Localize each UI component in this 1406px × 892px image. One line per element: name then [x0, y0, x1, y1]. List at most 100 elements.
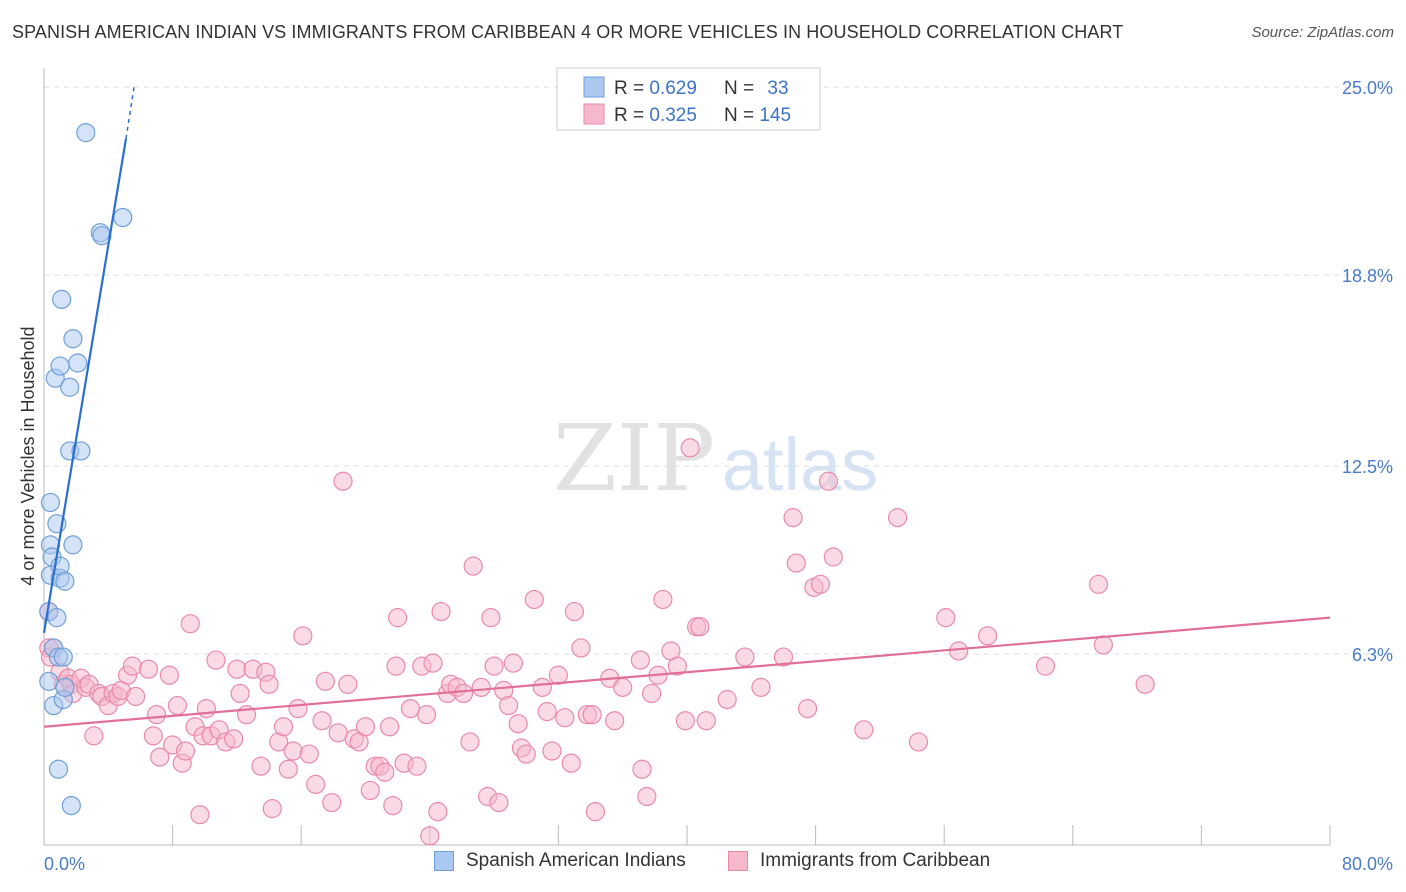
immigrants-from-caribbean-point-147 [1093, 635, 1113, 655]
immigrants-from-caribbean-point-104 [548, 665, 569, 685]
trend-line-immigrants-from-caribbean [43, 616, 1331, 728]
immigrants-from-caribbean-point-146 [1088, 574, 1109, 594]
immigrants-from-caribbean-point-25 [150, 747, 170, 767]
immigrants-from-caribbean-point-42 [230, 683, 250, 704]
immigrants-from-caribbean-point-115 [630, 650, 650, 670]
immigrants-from-caribbean-point-30 [175, 741, 196, 761]
immigrants-from-caribbean-point-124 [680, 438, 700, 458]
immigrants-from-caribbean-point-139 [854, 720, 874, 740]
immigrants-from-caribbean-point-24 [146, 705, 167, 725]
immigrants-from-caribbean-point-93 [489, 792, 509, 813]
y-axis-title: 4 or more Vehicles in Household [18, 326, 38, 585]
immigrants-from-caribbean-point-140 [887, 508, 908, 528]
immigrants-from-caribbean-point-127 [696, 711, 716, 731]
immigrants-from-caribbean-point-22 [138, 659, 159, 679]
immigrants-from-caribbean-point-116 [632, 759, 652, 779]
immigrants-from-caribbean-point-69 [375, 762, 395, 782]
spanish-american-indians-point-18 [53, 647, 73, 667]
immigrants-from-caribbean-point-33 [190, 805, 210, 825]
immigrants-from-caribbean-point-28 [167, 695, 188, 716]
immigrants-from-caribbean-point-92 [484, 656, 504, 676]
stats-legend: R = 0.629 N = 33 R = 0.325 N = 145 [556, 67, 821, 131]
immigrants-from-caribbean-point-75 [400, 698, 421, 719]
immigrants-from-caribbean-point-136 [810, 574, 831, 594]
immigrants-from-caribbean-point-41 [227, 659, 247, 679]
immigrants-from-caribbean-point-66 [360, 780, 380, 801]
legend-r-value-pink: 0.325 [649, 105, 697, 126]
immigrants-from-caribbean-point-40 [224, 729, 244, 749]
immigrants-from-caribbean-point-114 [613, 677, 633, 697]
immigrants-from-caribbean-point-81 [428, 802, 448, 822]
legend-item-spanish-american-indians: Spanish American Indians [434, 850, 686, 872]
immigrants-from-caribbean-point-102 [537, 702, 557, 722]
immigrants-from-caribbean-point-76 [407, 756, 427, 776]
legend-r-label-pink: R = [614, 105, 649, 126]
spanish-american-indians-point-19 [55, 677, 75, 697]
trend-line-spanish-american-indians [42, 138, 128, 633]
immigrants-from-caribbean-point-54 [293, 626, 313, 646]
legend-swatch-pink [583, 103, 605, 125]
immigrants-from-caribbean-point-80 [423, 653, 443, 673]
immigrants-from-caribbean-point-59 [322, 792, 342, 813]
immigrants-from-caribbean-point-128 [717, 689, 737, 710]
immigrants-from-caribbean-point-86 [453, 683, 474, 704]
immigrants-from-caribbean-point-78 [416, 705, 437, 725]
immigrants-from-caribbean-point-99 [516, 744, 536, 764]
immigrants-from-caribbean-point-107 [564, 601, 585, 622]
trend-lines [42, 87, 1331, 728]
immigrants-from-caribbean-point-35 [196, 698, 216, 719]
spanish-american-indians-point-26 [68, 353, 88, 373]
spanish-american-indians-point-1 [39, 671, 59, 691]
legend-r-label-blue: R = [614, 78, 649, 99]
y-tick-label-2: 18.8% [1342, 266, 1393, 286]
immigrants-from-caribbean-point-105 [555, 708, 575, 728]
legend-label-spanish-american-indians: Spanish American Indians [466, 850, 686, 871]
x-tick-label-0: 0.0% [44, 854, 85, 874]
immigrants-from-caribbean-point-126 [690, 617, 710, 637]
immigrants-from-caribbean-point-55 [299, 744, 319, 764]
legend-label-immigrants-from-caribbean: Immigrants from Caribbean [760, 850, 991, 871]
spanish-american-indians-point-16 [52, 289, 72, 309]
immigrants-from-caribbean-point-95 [498, 695, 519, 716]
immigrants-from-caribbean-point-111 [585, 802, 605, 822]
legend-n-label-pink: N = [724, 105, 759, 126]
spanish-american-indians-point-9 [47, 608, 67, 628]
watermark-atlas: atlas [722, 423, 878, 506]
spanish-american-indians-point-27 [71, 441, 91, 461]
immigrants-from-caribbean-point-61 [333, 471, 353, 491]
immigrants-from-caribbean-point-79 [420, 826, 440, 846]
spanish-american-indians-point-24 [63, 535, 83, 555]
immigrants-from-caribbean-point-130 [751, 677, 771, 697]
immigrants-from-caribbean-point-58 [315, 671, 335, 691]
immigrants-from-caribbean-point-123 [675, 711, 695, 731]
immigrants-from-caribbean-point-12 [84, 726, 104, 746]
legend-swatch-spanish-american-indians [434, 851, 454, 871]
immigrants-from-caribbean-point-21 [126, 686, 146, 707]
spanish-american-indians-point-11 [48, 759, 69, 779]
legend-r-value-blue: 0.629 [649, 78, 697, 99]
spanish-american-indians-point-23 [61, 795, 81, 816]
immigrants-from-caribbean-point-51 [278, 759, 298, 779]
legend-item-immigrants-from-caribbean: Immigrants from Caribbean [728, 850, 990, 872]
immigrants-from-caribbean-point-23 [143, 726, 163, 746]
immigrants-from-caribbean-point-31 [180, 614, 200, 634]
immigrants-from-caribbean-point-100 [524, 589, 544, 610]
x-tick-labels: 0.0% 80.0% [44, 854, 1393, 874]
immigrants-from-caribbean-point-52 [283, 741, 303, 761]
immigrants-from-caribbean-point-96 [503, 653, 523, 673]
immigrants-from-caribbean-point-47 [259, 674, 279, 694]
series-legend: Spanish American Indians Immigrants from… [0, 850, 1406, 880]
immigrants-from-caribbean-point-60 [328, 723, 348, 743]
immigrants-from-caribbean-point-122 [667, 656, 687, 676]
immigrants-from-caribbean-point-72 [386, 656, 406, 676]
spanish-american-indians-point-14 [50, 356, 70, 376]
immigrants-from-caribbean-point-45 [251, 756, 271, 776]
immigrants-from-caribbean-point-118 [642, 683, 662, 704]
svg-text:R = 0.325: R = 0.325 [614, 105, 697, 126]
immigrants-from-caribbean-point-37 [206, 650, 226, 670]
legend-swatch-blue [583, 76, 605, 98]
y-tick-label-3: 25.0% [1342, 78, 1393, 98]
immigrants-from-caribbean-point-134 [797, 698, 818, 719]
immigrants-from-caribbean-point-20 [122, 656, 143, 676]
